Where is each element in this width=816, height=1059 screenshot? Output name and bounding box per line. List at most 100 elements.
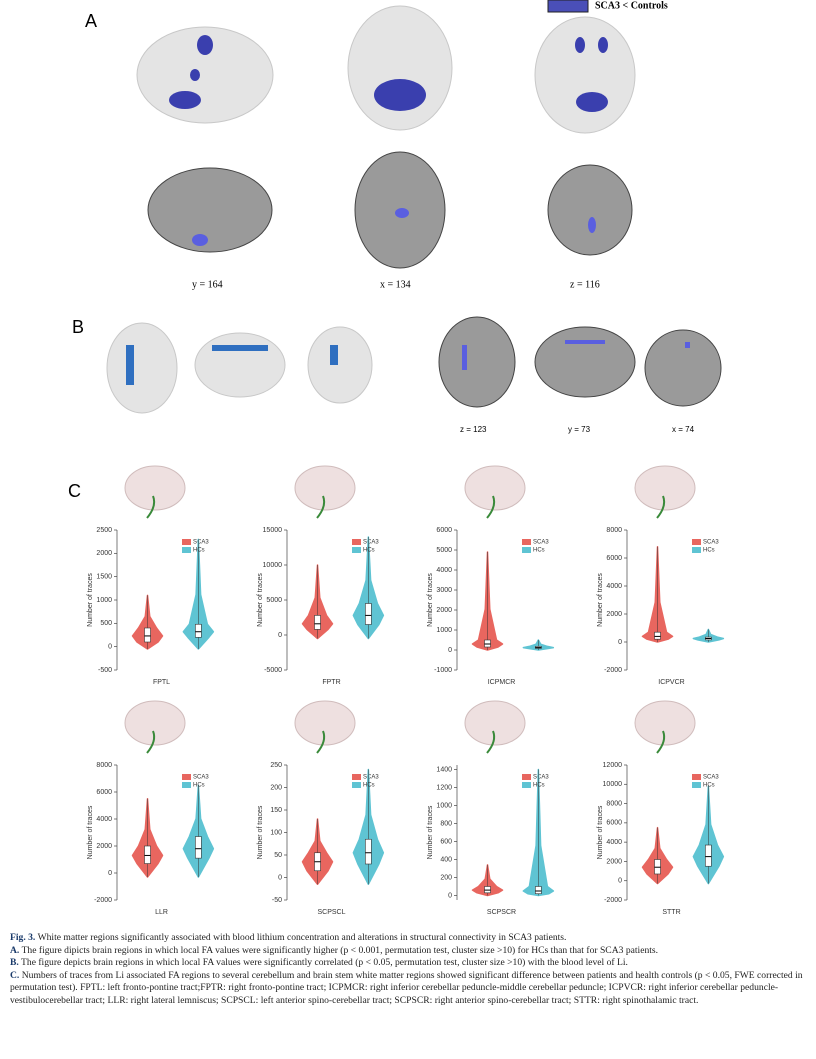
x-axis-label: SCPSCL [317,909,345,916]
legend-label: SCA3 < Controls [595,0,668,11]
caption-item-label: A. [10,944,20,956]
x-axis-label: STTR [662,909,680,916]
legend-label: HCs [533,783,545,789]
brain-slices-a [147,151,633,269]
slice-label: z = 123 [460,425,487,434]
slice-label: x = 74 [672,425,695,434]
caption-item-text: The figure depicts brain regions in whic… [21,957,628,968]
panel-label: B [72,317,84,337]
y-axis-label: Number of traces [597,573,604,627]
legend-swatch [352,774,361,780]
caption-item-text: Numbers of traces from Li associated FA … [10,969,803,1006]
legend-swatch [692,547,701,553]
slice-clusters-b [462,340,690,370]
legend-label: HCs [703,783,715,789]
tract-clusters-a [169,35,608,112]
y-tick-label: 2000 [436,607,452,614]
brain-icon [464,465,526,511]
y-tick-label: 1400 [436,766,452,773]
y-axis-label: Number of traces [257,573,264,627]
legend-swatch [182,539,191,545]
tract-icon [316,495,326,519]
box [144,627,151,643]
legend-swatch [522,547,531,553]
y-tick-label: 0 [278,632,282,639]
tract-icon [486,730,496,754]
legend-swatch [352,782,361,788]
box [195,623,202,638]
brain-icon [124,465,186,511]
box [535,886,542,894]
legend-label: SCA3 [703,540,719,546]
y-tick-label: 0 [448,647,452,654]
legend-label: HCs [533,548,545,554]
y-tick-label: 3000 [436,587,452,594]
y-tick-label: 200 [270,784,282,791]
x-axis-label: LLR [155,909,168,916]
panel-label: C [68,481,81,501]
y-tick-label: 2000 [606,858,622,865]
legend-swatch [522,774,531,780]
brain-icon [634,700,696,746]
y-tick-label: -1000 [434,667,452,674]
y-tick-label: 200 [440,874,452,881]
x-axis-label: SCPSCR [487,909,516,916]
legend-swatch [182,782,191,788]
slice-label: y = 164 [192,279,223,290]
panel-label: A [85,11,97,31]
y-tick-label: 10000 [603,781,623,788]
legend-label: SCA3 [533,540,549,546]
y-tick-label: 2000 [606,611,622,618]
slice-clusters-a [192,208,596,246]
y-tick-label: 0 [108,870,112,877]
x-axis-label: ICPVCR [658,679,684,686]
y-tick-label: 0 [618,639,622,646]
y-axis-label: Number of traces [87,805,94,859]
figure: A SCA3 < Controls y = 164 x = 134 z = 11… [68,0,725,916]
y-tick-label: 8000 [606,527,622,534]
legend-label: HCs [193,548,205,554]
caption-item: C. Numbers of traces from Li associated … [10,970,806,1008]
y-tick-label: 2000 [96,550,112,557]
y-tick-label: 0 [108,644,112,651]
tract-clusters-b [126,345,338,385]
tract-icon [656,495,666,519]
y-tick-label: -2000 [604,667,622,674]
y-tick-label: 1000 [436,627,452,634]
y-tick-label: 250 [270,762,282,769]
glass-brains-a [136,5,636,134]
caption-item-label: B. [10,957,19,968]
y-tick-label: 400 [440,856,452,863]
y-tick-label: -2000 [604,897,622,904]
y-tick-label: -5000 [264,667,282,674]
legend-label: SCA3 [193,540,209,546]
y-tick-label: 6000 [606,820,622,827]
y-tick-label: 5000 [436,547,452,554]
brain-slices-b [438,316,722,408]
y-tick-label: 50 [274,852,282,859]
caption-item: A. The figure dipicts brain regions in w… [10,945,806,958]
y-tick-label: 8000 [96,762,112,769]
y-tick-label: 2500 [96,527,112,534]
legend-swatch [352,539,361,545]
legend-label: SCA3 [363,540,379,546]
y-tick-label: 10000 [263,562,283,569]
slice-label: z = 116 [570,279,600,290]
box [654,631,661,640]
slice-label: x = 134 [380,279,411,290]
glass-brains-b [106,322,373,414]
x-axis-label: FPTL [153,679,170,686]
legend-swatch [692,774,701,780]
legend-swatch [522,539,531,545]
box [705,844,712,867]
caption-item-label: C. [10,969,20,981]
legend-label: SCA3 [703,775,719,781]
legend-swatch [547,0,589,13]
tract-icon [316,730,326,754]
box [365,838,372,865]
legend-label: SCA3 [193,775,209,781]
legend-label: HCs [363,548,375,554]
legend-swatch [182,547,191,553]
caption: Fig. 3. White matter regions significant… [10,932,806,1007]
